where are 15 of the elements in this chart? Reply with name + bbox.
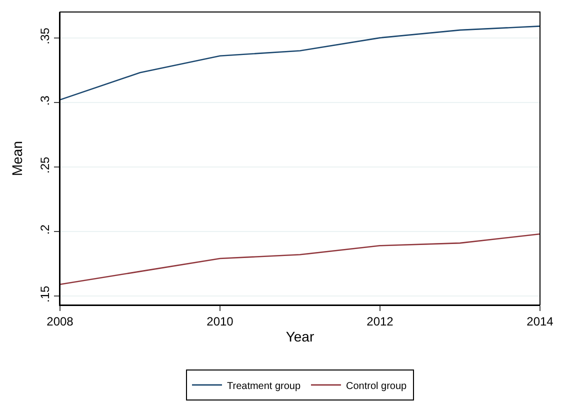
line-series [60,26,540,100]
y-tick-label: .2 [38,224,52,235]
line-series [60,233,540,285]
y-tick-label: .3 [38,95,52,106]
y-tick-label: .35 [38,27,52,44]
legend-label: Control group [346,380,408,392]
legend-label: Treatment group [227,380,301,392]
x-tick-label: 2008 [46,314,74,328]
x-tick-label: 2014 [526,314,554,328]
y-tick-label: .15 [38,285,52,303]
y-axis-title: Mean [9,140,25,176]
x-tick-label: 2012 [366,314,394,328]
y-tick-label: .25 [38,156,52,174]
x-axis-title: Year [286,328,314,345]
x-tick-label: 2010 [206,314,234,328]
